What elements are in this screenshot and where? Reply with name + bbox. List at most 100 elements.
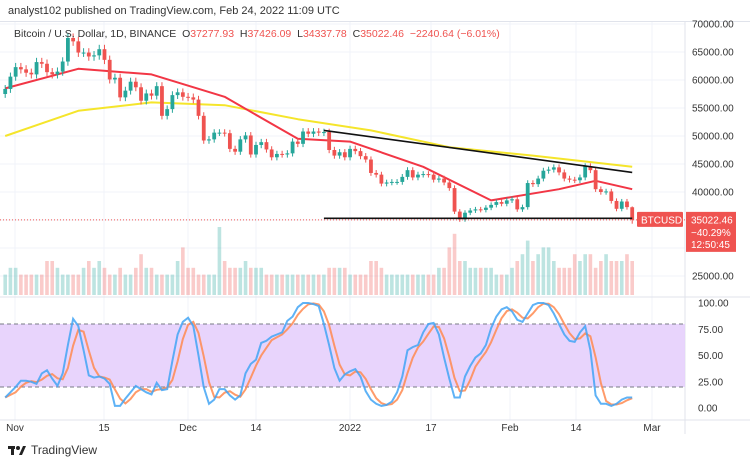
volume-bar — [50, 261, 55, 295]
candle — [504, 197, 509, 207]
price-axis-label: 70000.00 — [692, 20, 734, 31]
candle — [269, 146, 274, 161]
candle — [71, 33, 76, 46]
candle — [29, 68, 34, 79]
volume-bar — [630, 261, 634, 295]
candle-body — [478, 209, 483, 211]
volume-bar — [306, 274, 311, 295]
candle — [107, 55, 112, 84]
candle-body — [452, 188, 457, 212]
candle — [301, 128, 305, 148]
stoch-k-line — [4, 302, 633, 407]
candle — [489, 202, 494, 211]
candle-body — [316, 131, 321, 133]
candle — [76, 36, 81, 57]
candle — [557, 164, 561, 176]
volume-bar — [562, 267, 567, 295]
volume-bar — [87, 261, 91, 295]
candle — [60, 57, 65, 76]
candle-body — [400, 176, 405, 182]
candle-body — [567, 178, 572, 180]
candle-body — [50, 72, 55, 75]
volume-bar — [322, 274, 326, 295]
price-axis-label: 55000.00 — [692, 104, 734, 115]
trendline — [323, 129, 633, 174]
candle — [227, 129, 232, 153]
volume-bar — [593, 267, 598, 295]
volume-bar — [66, 274, 70, 295]
volume-bar — [76, 274, 81, 295]
candle-body — [337, 152, 342, 156]
candle — [97, 44, 102, 60]
volume-bar — [165, 274, 169, 295]
candle — [436, 175, 441, 183]
tradingview-logo[interactable]: TradingView — [8, 443, 97, 457]
candle-body — [39, 62, 44, 64]
volume-bar — [233, 267, 237, 295]
volume-bar — [316, 274, 321, 295]
volume-bar — [531, 261, 535, 295]
volume-bar — [149, 267, 154, 295]
candle-body — [301, 131, 305, 144]
candle-body — [363, 156, 368, 160]
candle-body — [410, 170, 415, 178]
volume-bar — [609, 261, 614, 295]
candle-body — [254, 144, 258, 155]
volume-bar — [416, 274, 420, 295]
candle-body — [275, 153, 279, 158]
candle-body — [233, 148, 237, 152]
candle-body — [379, 174, 384, 184]
volume-bar — [55, 267, 60, 295]
candle-body — [525, 183, 530, 208]
volume-bar — [196, 274, 201, 295]
volume-bar — [625, 254, 629, 295]
candle-body — [614, 200, 619, 209]
volume-bar — [452, 233, 457, 295]
symbol-legend: Bitcoin / U.S. Dollar, 1D, BINANCE O3727… — [14, 28, 500, 40]
candle — [92, 51, 96, 61]
volume-bar — [457, 261, 462, 295]
candle-body — [160, 86, 164, 116]
publisher-line: analyst102 published on TradingView.com,… — [8, 5, 340, 17]
candle — [536, 175, 541, 187]
candle-body — [311, 131, 316, 134]
candle — [374, 170, 379, 178]
candle-body — [259, 142, 264, 145]
candle-body — [81, 52, 86, 54]
ma-slow-line — [4, 101, 633, 168]
volume-bar — [583, 254, 587, 295]
candle — [604, 188, 608, 195]
candle — [154, 82, 159, 100]
candle-body — [395, 181, 399, 183]
candle — [468, 208, 473, 216]
candle — [447, 179, 452, 191]
volume-bar — [285, 274, 290, 295]
candle-body — [238, 139, 243, 152]
price-tag-change-pct: −40.29% — [691, 228, 731, 239]
price-chart[interactable]: 70000.00 65000.00 60000.00 55000.00 50000.00… — [0, 0, 750, 440]
symbol-tag — [637, 211, 683, 227]
stoch-axis-label: 50.00 — [698, 351, 723, 362]
candle-body — [102, 49, 107, 60]
volume-bar — [442, 267, 446, 295]
candle — [233, 145, 237, 155]
candle-body — [13, 67, 18, 77]
candle-body — [494, 202, 499, 205]
candle — [551, 164, 556, 173]
candle-body — [431, 174, 436, 180]
brand-name: TradingView — [31, 443, 98, 457]
candle-body — [557, 167, 561, 173]
volume-bar — [248, 267, 253, 295]
candle-body — [484, 207, 488, 210]
volume-bar — [437, 267, 441, 295]
volume-bar — [494, 274, 499, 295]
candle — [588, 163, 593, 174]
candle-body — [332, 150, 337, 156]
volume-bar — [139, 254, 143, 295]
volume-bar — [369, 261, 373, 295]
volume-bar — [160, 274, 164, 295]
candle-body — [97, 49, 102, 56]
time-axis-label: 14 — [250, 423, 262, 434]
candle — [160, 82, 164, 120]
candle — [8, 72, 13, 93]
